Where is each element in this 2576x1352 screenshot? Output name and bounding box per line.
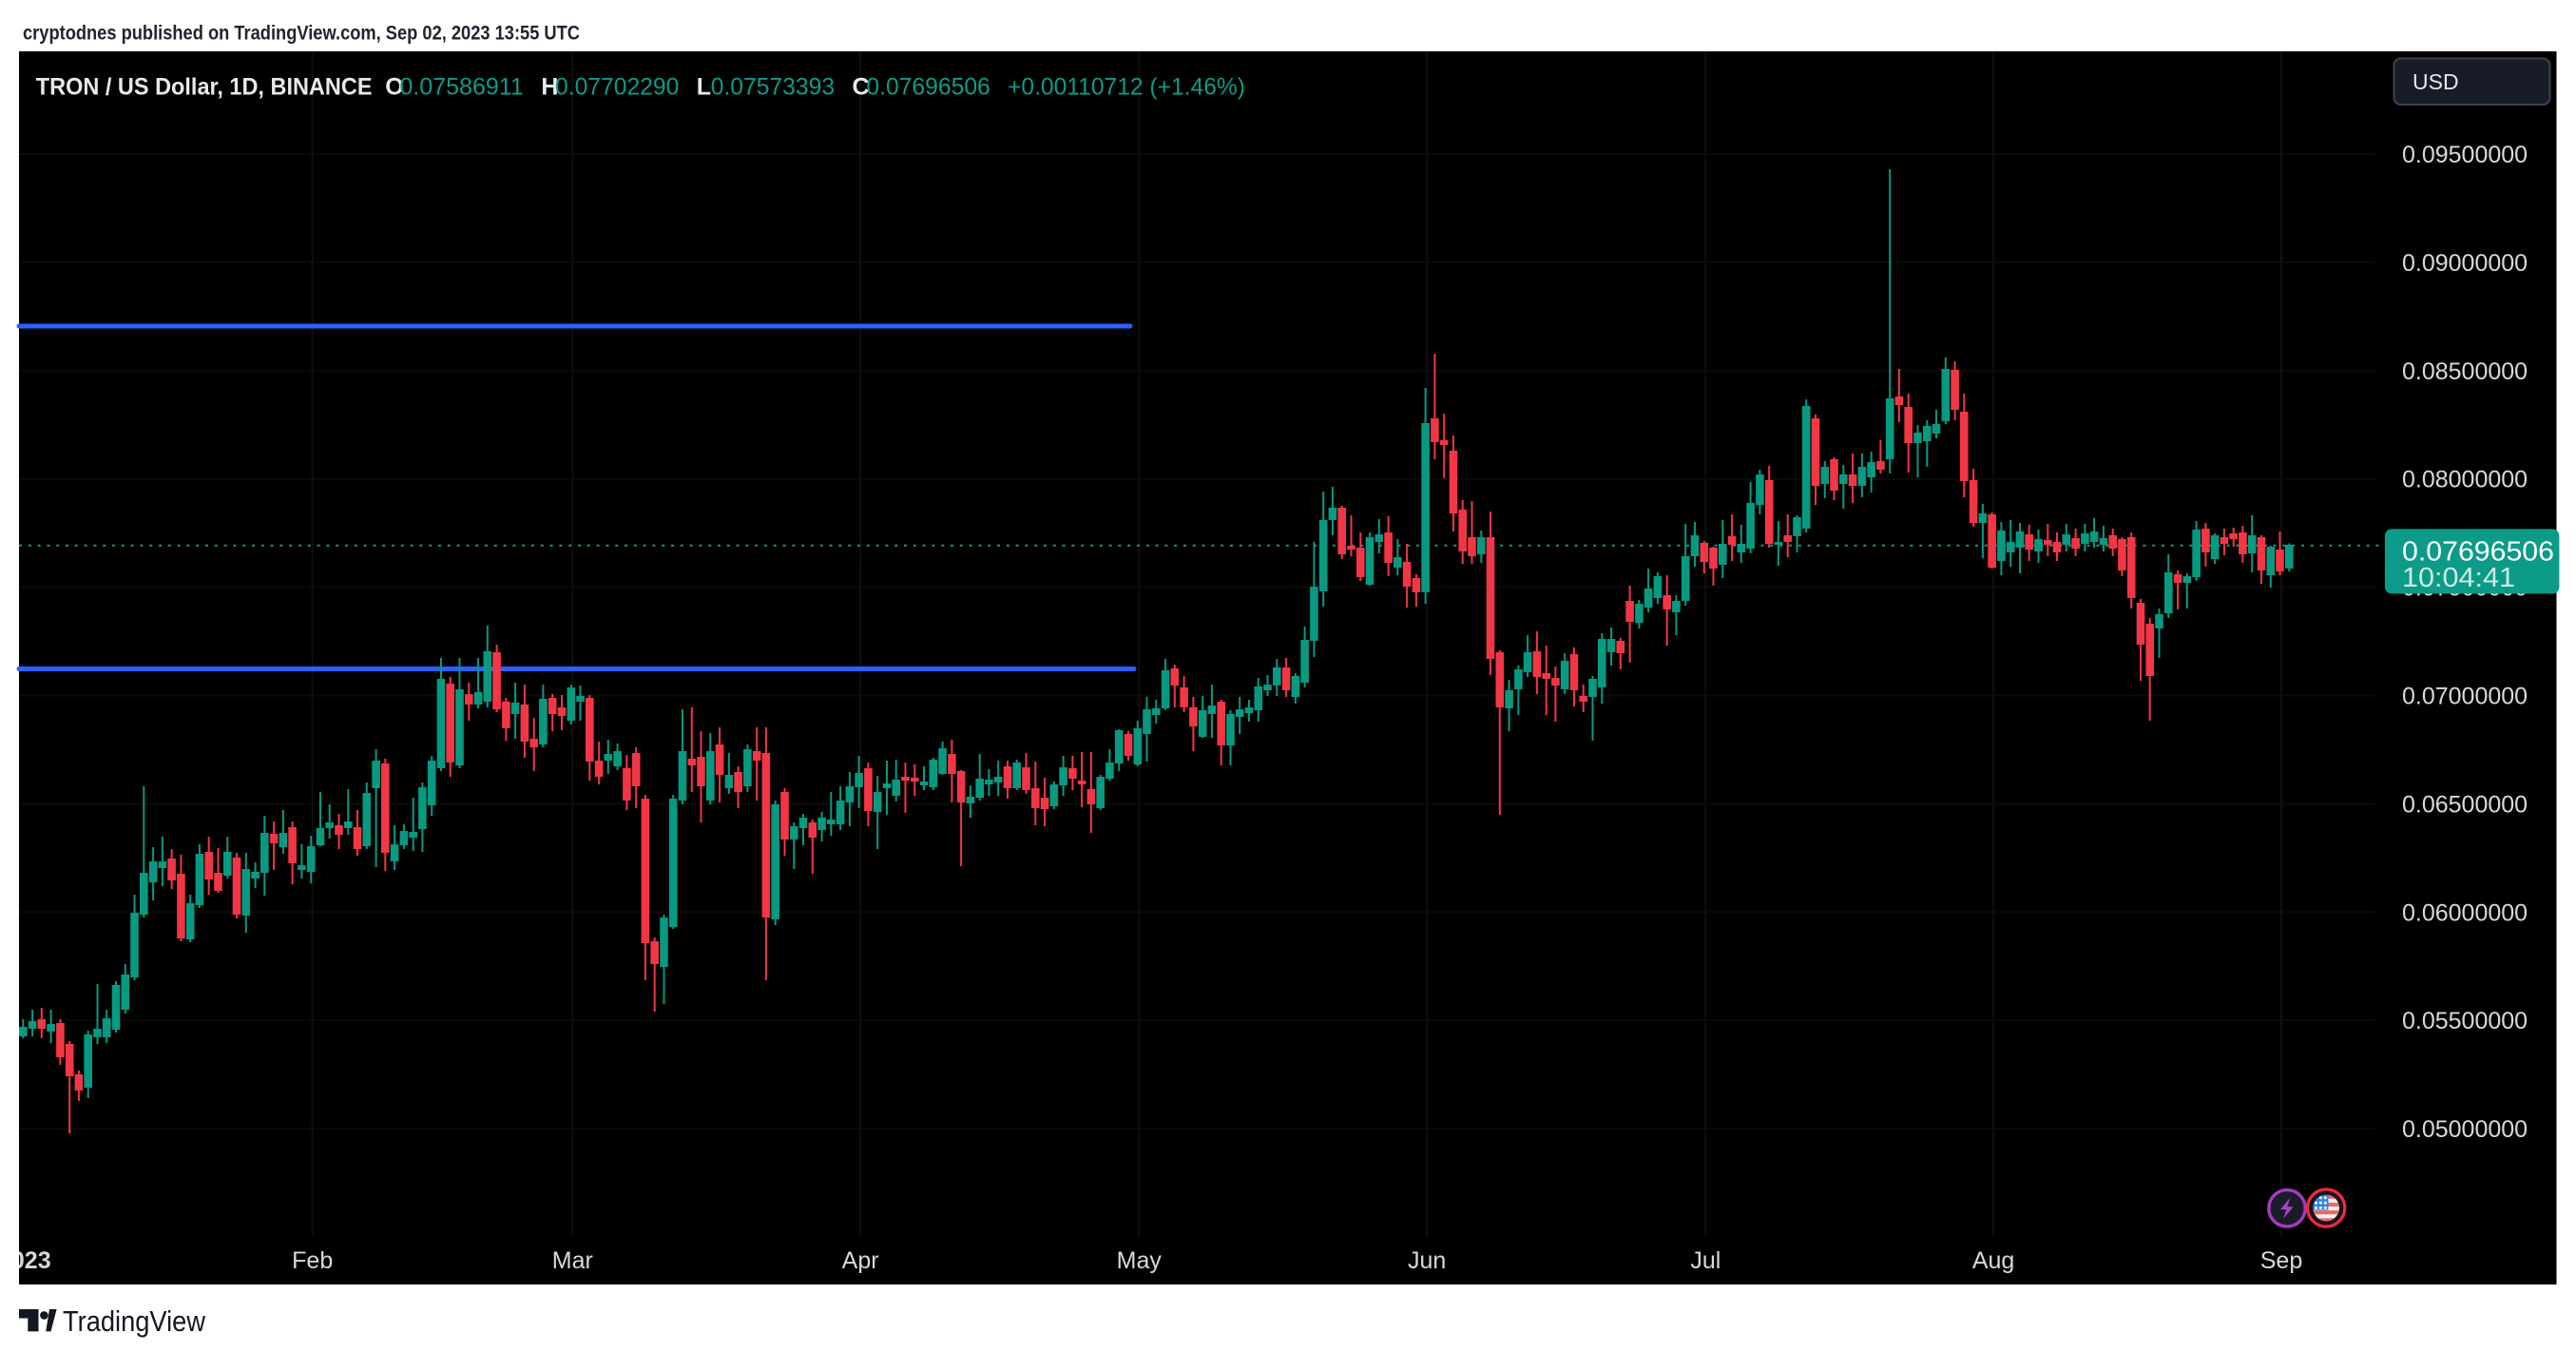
svg-text:0.09500000: 0.09500000 <box>2402 142 2528 168</box>
svg-text:Jun: Jun <box>1408 1247 1446 1274</box>
svg-text:TradingView: TradingView <box>63 1304 206 1338</box>
svg-text:May: May <box>1117 1247 1163 1274</box>
svg-text:0.08000000: 0.08000000 <box>2402 467 2528 493</box>
svg-text:0.06500000: 0.06500000 <box>2402 791 2528 818</box>
svg-text:C: C <box>853 74 870 101</box>
svg-text:0.05500000: 0.05500000 <box>2402 1008 2528 1034</box>
svg-text:Sep: Sep <box>2260 1247 2302 1274</box>
svg-text:Aug: Aug <box>1972 1247 2014 1274</box>
svg-text:+0.00110712 (+1.46%): +0.00110712 (+1.46%) <box>1008 74 1245 101</box>
svg-text:O: O <box>385 74 403 101</box>
svg-text:Apr: Apr <box>842 1247 879 1274</box>
svg-text:0.07696506: 0.07696506 <box>2402 537 2554 568</box>
svg-text:0.06000000: 0.06000000 <box>2402 899 2528 926</box>
svg-text:2023: 2023 <box>0 1247 51 1274</box>
svg-text:cryptodnes published on Tradin: cryptodnes published on TradingView.com,… <box>23 22 580 45</box>
svg-text:0.07573393: 0.07573393 <box>711 74 835 101</box>
svg-text:0.07702290: 0.07702290 <box>555 74 679 101</box>
svg-text:0.07586911: 0.07586911 <box>399 74 523 101</box>
svg-text:Jul: Jul <box>1690 1247 1721 1274</box>
svg-text:0.05000000: 0.05000000 <box>2402 1116 2528 1143</box>
svg-text:0.07696506: 0.07696506 <box>866 74 990 101</box>
svg-text:0.09000000: 0.09000000 <box>2402 250 2528 277</box>
svg-text:TRON / US Dollar, 1D, BINANCE: TRON / US Dollar, 1D, BINANCE <box>36 74 373 101</box>
svg-text:Feb: Feb <box>292 1247 333 1274</box>
svg-text:USD: USD <box>2413 69 2459 94</box>
svg-text:0.07000000: 0.07000000 <box>2402 684 2528 710</box>
svg-text:L: L <box>697 74 711 101</box>
svg-text:H: H <box>541 74 558 101</box>
svg-text:10:04:41: 10:04:41 <box>2402 563 2515 593</box>
svg-text:0.08500000: 0.08500000 <box>2402 358 2528 385</box>
svg-text:Mar: Mar <box>552 1247 593 1274</box>
